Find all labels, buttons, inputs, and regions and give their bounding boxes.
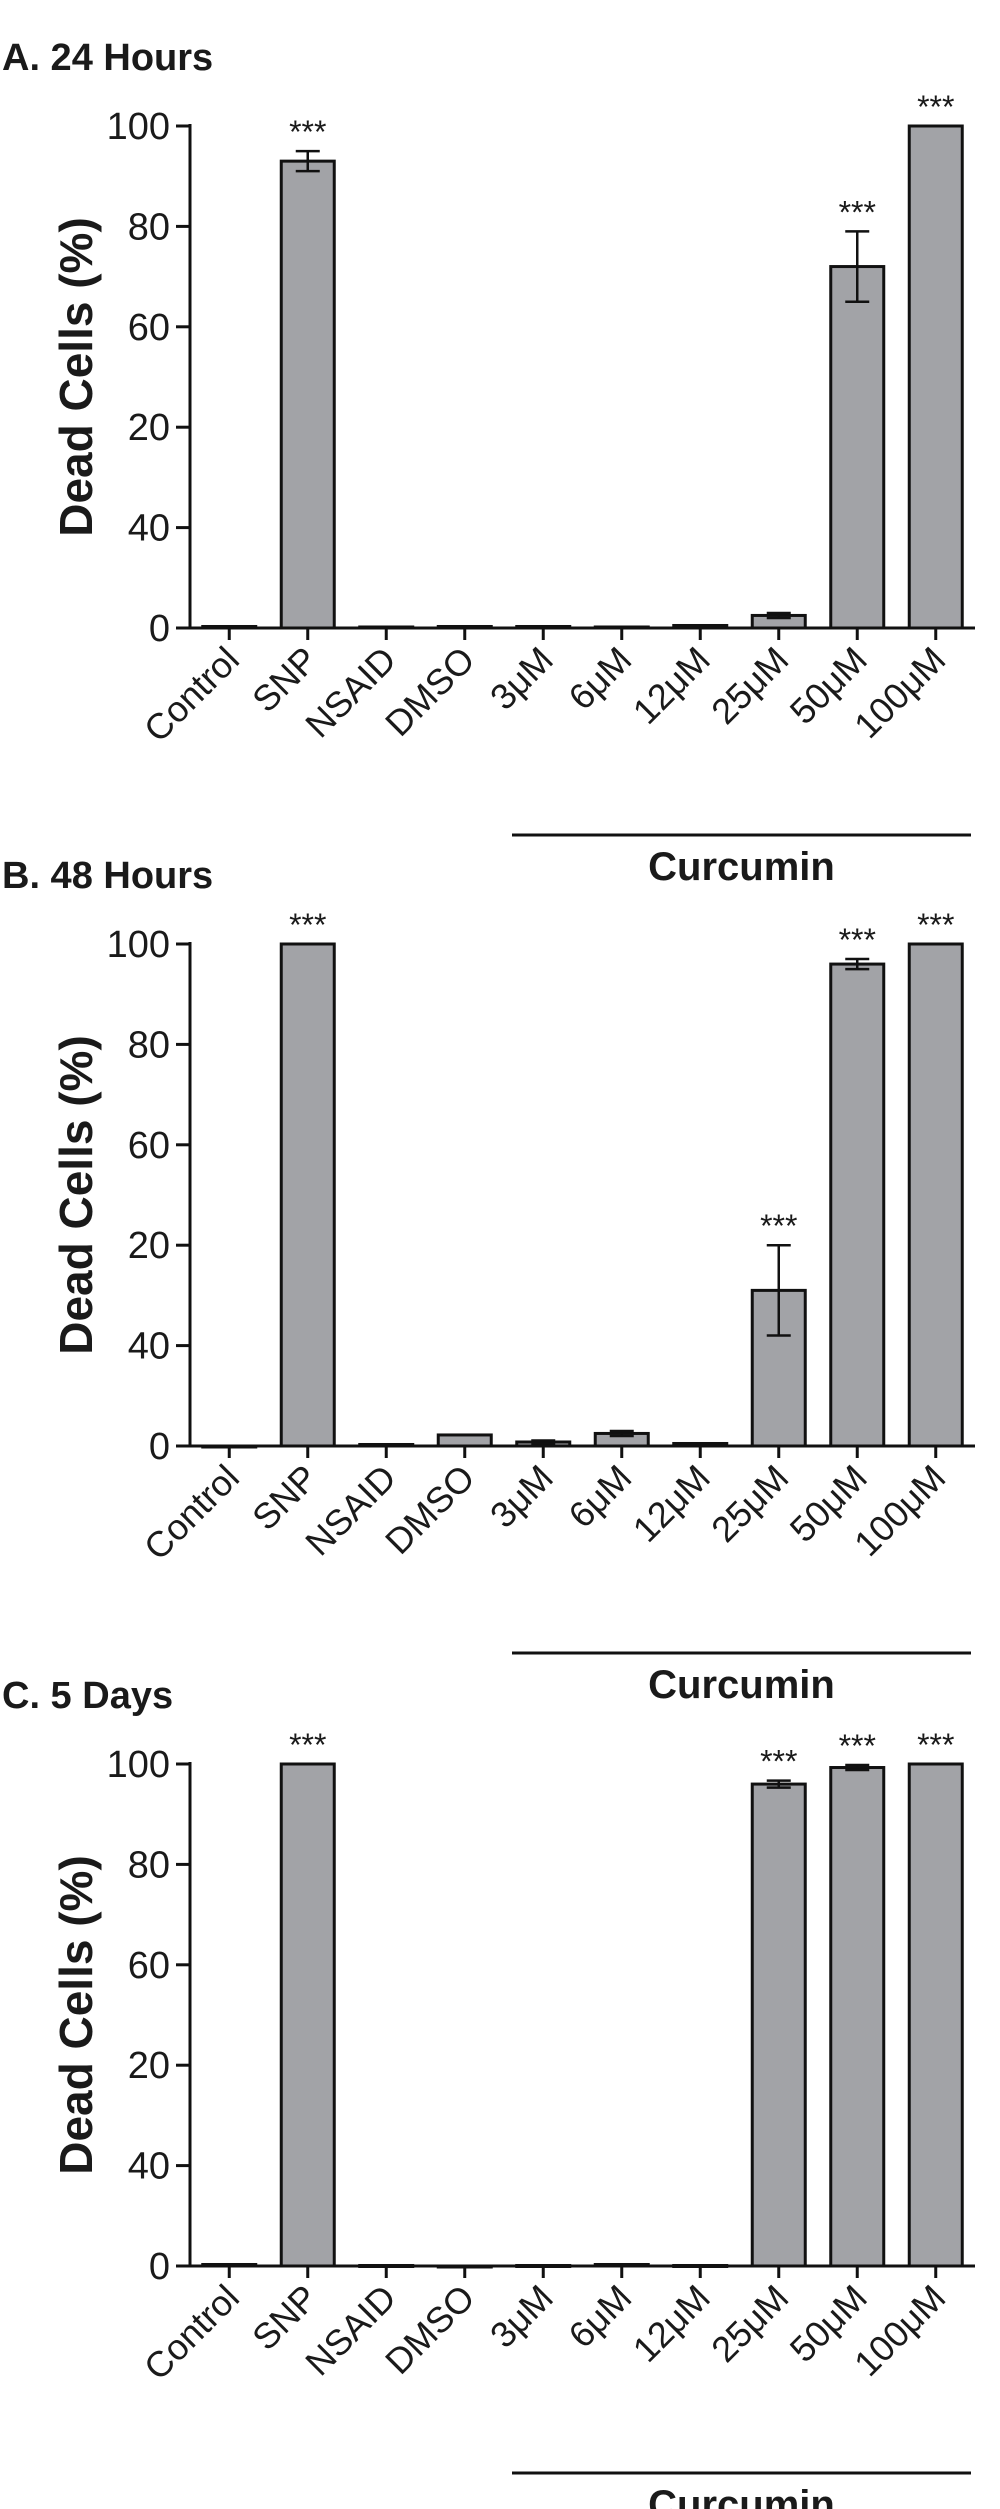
x-tick-label: NSAID — [297, 639, 404, 746]
y-axis-label: Dead Cells (%) — [50, 1035, 102, 1355]
x-tick-label: DMSO — [377, 2277, 482, 2382]
x-tick-label: Control — [136, 2277, 247, 2388]
bar — [358, 2263, 415, 2268]
bar — [907, 1762, 964, 2268]
y-tick-label: 40 — [128, 1326, 170, 1368]
bar — [672, 1441, 729, 1448]
significance-label: *** — [839, 1728, 876, 1764]
error-bar — [845, 1763, 870, 1772]
bar — [201, 624, 258, 630]
error-bar — [766, 1779, 791, 1789]
bar — [672, 623, 729, 630]
significance-label: *** — [289, 114, 326, 150]
y-tick-label: 20 — [128, 1225, 170, 1267]
error-bar — [845, 230, 870, 303]
bar — [750, 1782, 807, 2268]
y-tick-label: 80 — [128, 1024, 170, 1066]
group-label: Curcumin — [648, 1663, 835, 1707]
panel-title: B. 48 Hours — [2, 855, 213, 897]
panel: C. 5 Days Dead Cells (%) 0 40 20 60 80 100 Contr… — [2, 1675, 975, 2509]
significance-label: *** — [917, 1727, 954, 1763]
bar — [436, 1433, 493, 1448]
y-tick-label: 80 — [128, 206, 170, 248]
x-tick-label: 25μM — [703, 639, 796, 732]
bar — [201, 2262, 258, 2268]
y-tick-label: 20 — [128, 2045, 170, 2087]
significance-label: *** — [839, 194, 876, 230]
y-tick-label: 60 — [128, 1945, 170, 1987]
bar — [829, 1766, 886, 2268]
group-label: Curcumin — [648, 2483, 835, 2509]
y-tick-label: 40 — [128, 508, 170, 550]
significance-label: *** — [917, 89, 954, 125]
x-tick-label: 100μM — [846, 2277, 953, 2384]
bar — [279, 159, 336, 630]
panel: A. 24 Hours Dead Cells (%) 0 40 20 60 80 100 Con… — [2, 37, 975, 889]
y-tick-label: 40 — [128, 2146, 170, 2188]
bar — [829, 962, 886, 1448]
bar — [907, 124, 964, 630]
error-bar — [766, 611, 791, 620]
x-tick-label: 3μM — [482, 639, 561, 718]
y-tick-label: 0 — [149, 608, 170, 650]
x-tick-label: 100μM — [846, 639, 953, 746]
x-tick-label: 100μM — [846, 1457, 953, 1564]
x-tick-label: 3μM — [482, 2277, 561, 2356]
bar — [593, 625, 650, 630]
error-bar — [531, 1439, 556, 1445]
bar — [279, 942, 336, 1448]
bar — [672, 2263, 729, 2268]
error-bar — [845, 957, 870, 971]
bar — [515, 624, 572, 630]
y-axis-label: Dead Cells (%) — [50, 217, 102, 537]
significance-label: *** — [760, 1744, 797, 1780]
x-tick-label: 3μM — [482, 1457, 561, 1536]
group-label: Curcumin — [648, 845, 835, 889]
x-tick-label: 12μM — [625, 1457, 718, 1550]
y-tick-label: 100 — [107, 1744, 170, 1786]
bar — [829, 265, 886, 630]
y-axis-label: Dead Cells (%) — [50, 1855, 102, 2175]
significance-label: *** — [760, 1208, 797, 1244]
error-bar — [766, 1243, 791, 1337]
y-tick-label: 100 — [107, 924, 170, 966]
x-tick-label: DMSO — [377, 1457, 482, 1562]
error-bar — [609, 1429, 634, 1438]
x-tick-label: 25μM — [703, 2277, 796, 2370]
significance-label: *** — [839, 922, 876, 958]
panel-title: A. 24 Hours — [2, 37, 213, 79]
bar — [907, 942, 964, 1448]
y-tick-label: 0 — [149, 2246, 170, 2288]
y-tick-label: 100 — [107, 106, 170, 148]
x-tick-label: 12μM — [625, 2277, 718, 2370]
y-tick-label: 60 — [128, 1125, 170, 1167]
y-tick-label: 0 — [149, 1426, 170, 1468]
bar — [358, 625, 415, 630]
y-tick-label: 20 — [128, 407, 170, 449]
x-tick-label: Control — [136, 1457, 247, 1568]
significance-label: *** — [289, 1727, 326, 1763]
x-tick-label: NSAID — [297, 1457, 404, 1564]
panel: B. 48 Hours Dead Cells (%) 0 40 20 60 80 100 Con… — [2, 855, 975, 1707]
error-bar — [295, 149, 320, 173]
x-tick-label: NSAID — [297, 2277, 404, 2384]
bar — [279, 1762, 336, 2268]
bar — [436, 2264, 493, 2269]
bar — [358, 1442, 415, 1448]
significance-label: *** — [917, 907, 954, 943]
y-tick-label: 80 — [128, 1844, 170, 1886]
bar — [515, 2263, 572, 2268]
bar — [201, 1444, 258, 1449]
y-tick-label: 60 — [128, 307, 170, 349]
x-tick-label: 25μM — [703, 1457, 796, 1550]
significance-label: *** — [289, 907, 326, 943]
x-tick-label: Control — [136, 639, 247, 750]
bar — [436, 624, 493, 630]
x-tick-label: 12μM — [625, 639, 718, 732]
x-tick-label: DMSO — [377, 639, 482, 744]
bar — [593, 2262, 650, 2268]
panel-title: C. 5 Days — [2, 1675, 173, 1717]
